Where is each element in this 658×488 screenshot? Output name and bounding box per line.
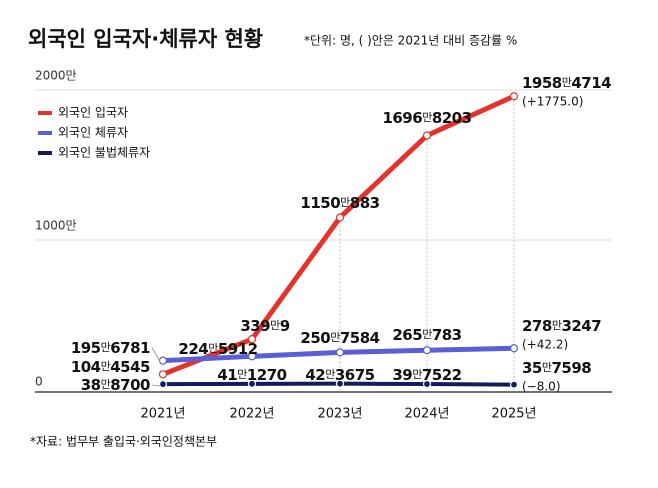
data-point — [509, 380, 519, 389]
data-point — [335, 348, 345, 357]
change-label: (+42.2) — [522, 338, 568, 352]
chart-subtitle: *단위: 명, ( )안은 2021년 대비 증감률 % — [304, 34, 517, 48]
data-label: 278만3247 — [522, 317, 601, 335]
change-label: (+1775.0) — [522, 95, 583, 109]
data-point — [158, 370, 168, 379]
data-label: 1696만8203 — [382, 109, 471, 127]
data-label: 195만6781 — [71, 339, 150, 357]
legend-label: 외국인 입국자 — [58, 106, 128, 120]
data-point — [158, 380, 168, 389]
leader-line — [151, 384, 161, 387]
x-tick-label: 2022년 — [229, 407, 274, 422]
data-label: 224만5912 — [178, 340, 257, 358]
legend-label: 외국인 체류자 — [58, 126, 128, 140]
change-label: (−8.0) — [522, 380, 561, 394]
data-point — [509, 344, 519, 353]
data-label: 1958만4714 — [522, 74, 611, 92]
x-tick-label: 2021년 — [140, 407, 185, 422]
data-label: 250만7584 — [300, 329, 379, 347]
data-label: 104만4545 — [71, 358, 150, 376]
data-point — [158, 356, 168, 365]
data-point — [335, 379, 345, 388]
leader-line — [151, 347, 161, 362]
data-point — [247, 335, 257, 344]
y-tick-label: 0 — [35, 375, 43, 389]
data-label: 38만8700 — [81, 376, 150, 394]
data-point — [422, 346, 432, 355]
source: *자료: 법무부 출입국·외국인정책본부 — [30, 434, 217, 449]
data-point — [335, 213, 345, 222]
data-label: 339만9 — [240, 317, 289, 335]
x-tick-label: 2025년 — [491, 407, 536, 422]
data-label: 42만3675 — [305, 366, 374, 384]
data-label: 265만783 — [392, 326, 461, 344]
y-tick-label: 1000만 — [35, 219, 77, 233]
data-label: 1150만883 — [300, 194, 379, 212]
chart-title: 외국인 입국자·체류자 현황 — [28, 27, 263, 51]
x-tick-label: 2023년 — [317, 407, 362, 422]
y-tick-label: 2000만 — [35, 69, 77, 83]
data-label: 39만7522 — [392, 366, 461, 384]
data-point — [422, 379, 432, 389]
data-label: 35만7598 — [522, 359, 591, 377]
data-point — [509, 92, 519, 101]
legend-label: 외국인 불법체류자 — [58, 146, 150, 160]
data-point — [247, 352, 257, 361]
data-point — [247, 379, 257, 388]
data-label: 41만1270 — [217, 366, 286, 384]
x-tick-label: 2024년 — [404, 407, 449, 422]
data-point — [422, 131, 432, 140]
